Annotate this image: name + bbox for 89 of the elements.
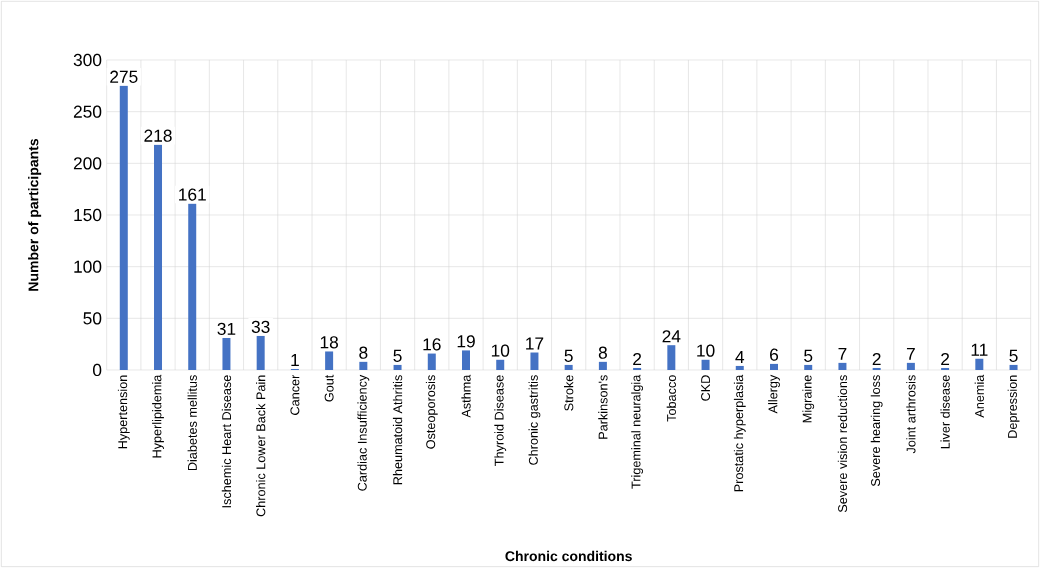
data-label: 18 [320,336,338,349]
y-axis-title: Number of participants [28,138,42,291]
data-label: 6 [770,348,779,361]
data-label: 19 [457,335,475,348]
data-label: 2 [633,352,642,365]
y-tick-label: 50 [83,312,102,325]
x-tick-label: Trigeminal neuralgia [631,374,644,489]
x-tick-label: Parkinson's [598,375,608,439]
data-label: 10 [491,344,510,357]
bar [598,361,607,370]
y-tick-label: 0 [93,363,102,377]
x-tick-label: Tobacco [666,375,676,422]
data-label: 8 [359,346,368,359]
x-tick-label: Hyperlipidemia [152,374,164,458]
bar [872,367,881,370]
x-tick-label: Cardiac Insufficiency [357,374,370,491]
data-label: 11 [971,343,988,356]
data-label: 4 [735,351,745,363]
bar [256,335,265,370]
data-label: 7 [906,347,915,360]
data-label: 1 [291,354,299,367]
bar [701,359,710,370]
bar [427,353,436,370]
data-label: 5 [804,349,813,362]
bar [462,350,470,370]
x-tick-label: Ischemic Heart Disease [221,375,232,508]
data-label: 218 [144,129,172,142]
data-label: 10 [697,344,715,357]
bar [838,362,847,370]
bar [564,364,573,370]
x-tick-label: Gout [324,374,334,402]
x-tick-label: Cancer [290,374,300,415]
bar [119,85,128,370]
bar [325,351,334,370]
x-axis-title: Chronic conditions [505,550,632,562]
x-tick-label: Depression [1007,375,1020,438]
x-tick-label: Severe vision reductions [837,375,848,513]
y-tick-label: 150 [74,208,102,222]
x-tick-label: Allergy [768,374,780,414]
data-label: 5 [1009,349,1018,362]
bar [359,361,368,370]
bar [770,363,778,370]
y-tick-label: 100 [74,260,102,273]
y-tick-label: 250 [73,105,102,118]
x-tick-label: Thyroid Disease [494,375,507,466]
x-tick-label: Hypertension [117,375,130,449]
x-tick-label: Chronic gastritis [528,375,541,465]
x-tick-label: Liver disease [940,375,950,449]
x-tick-label: Chronic Lower Back Pain [256,375,266,517]
bar [530,352,539,370]
data-label: 161 [179,188,206,201]
data-label: 5 [393,349,402,362]
bar [735,365,744,370]
bar [496,359,505,370]
x-tick-label: CKD [701,375,711,401]
x-tick-label: Prostatic hyperplasia [733,374,746,492]
x-tick-label: Stroke [564,375,574,411]
bar [1009,364,1018,370]
data-label: 16 [423,338,441,351]
data-label: 5 [564,349,573,362]
x-tick-label: Migraine [802,375,815,423]
data-label: 24 [662,330,681,343]
bar [906,362,915,370]
x-tick-label: Osteoporosis [425,375,438,449]
data-label: 33 [251,320,270,333]
data-label: 7 [838,347,847,360]
data-label: 17 [526,337,544,350]
data-label: 2 [941,352,950,365]
x-tick-label: Asthma [461,374,471,418]
bar [154,144,163,370]
x-tick-label: Diabetes mellitus [187,375,197,471]
bar [188,203,197,370]
bar [941,367,950,370]
y-tick-label: 300 [73,53,102,67]
bar [633,367,642,370]
bar [393,364,402,370]
y-tick-label: 200 [73,157,102,170]
x-tick-label: Joint arthrosis [906,375,916,454]
data-label: 2 [872,352,881,365]
x-tick-label: Rheumatoid Athritis [392,375,403,485]
bar [804,364,813,370]
data-label: 275 [110,70,138,83]
bar [667,345,676,370]
bar [222,337,231,370]
data-label: 31 [217,322,236,336]
x-tick-label: Anemia [974,374,984,418]
data-label: 8 [598,346,607,359]
bar [975,358,984,370]
x-tick-label: Severe hearing loss [870,375,883,487]
